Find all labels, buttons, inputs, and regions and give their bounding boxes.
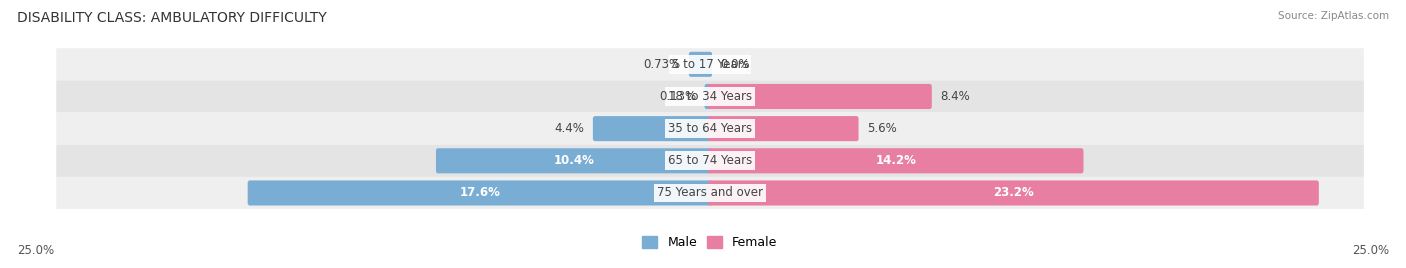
Text: DISABILITY CLASS: AMBULATORY DIFFICULTY: DISABILITY CLASS: AMBULATORY DIFFICULTY [17,11,326,25]
Legend: Male, Female: Male, Female [637,231,783,254]
Text: 25.0%: 25.0% [17,244,53,257]
Text: 10.4%: 10.4% [554,154,595,167]
Text: 0.13%: 0.13% [659,90,696,103]
Text: 0.0%: 0.0% [720,58,751,71]
Text: 18 to 34 Years: 18 to 34 Years [668,90,752,103]
FancyBboxPatch shape [709,148,1084,173]
FancyBboxPatch shape [56,177,1364,209]
Text: 25.0%: 25.0% [1353,244,1389,257]
FancyBboxPatch shape [709,116,859,141]
Text: 4.4%: 4.4% [554,122,585,135]
Text: 75 Years and over: 75 Years and over [657,187,763,199]
FancyBboxPatch shape [56,80,1364,113]
FancyBboxPatch shape [709,180,1319,206]
Text: Source: ZipAtlas.com: Source: ZipAtlas.com [1278,11,1389,21]
Text: 5 to 17 Years: 5 to 17 Years [672,58,748,71]
FancyBboxPatch shape [56,113,1364,145]
Text: 17.6%: 17.6% [460,187,501,199]
FancyBboxPatch shape [247,180,711,206]
Text: 35 to 64 Years: 35 to 64 Years [668,122,752,135]
FancyBboxPatch shape [593,116,711,141]
Text: 23.2%: 23.2% [993,187,1033,199]
FancyBboxPatch shape [436,148,711,173]
FancyBboxPatch shape [56,145,1364,177]
Text: 14.2%: 14.2% [876,154,917,167]
Text: 65 to 74 Years: 65 to 74 Years [668,154,752,167]
Text: 5.6%: 5.6% [868,122,897,135]
FancyBboxPatch shape [689,52,711,77]
FancyBboxPatch shape [704,84,711,109]
Text: 0.73%: 0.73% [644,58,681,71]
FancyBboxPatch shape [56,48,1364,80]
Text: 8.4%: 8.4% [941,90,970,103]
FancyBboxPatch shape [709,84,932,109]
